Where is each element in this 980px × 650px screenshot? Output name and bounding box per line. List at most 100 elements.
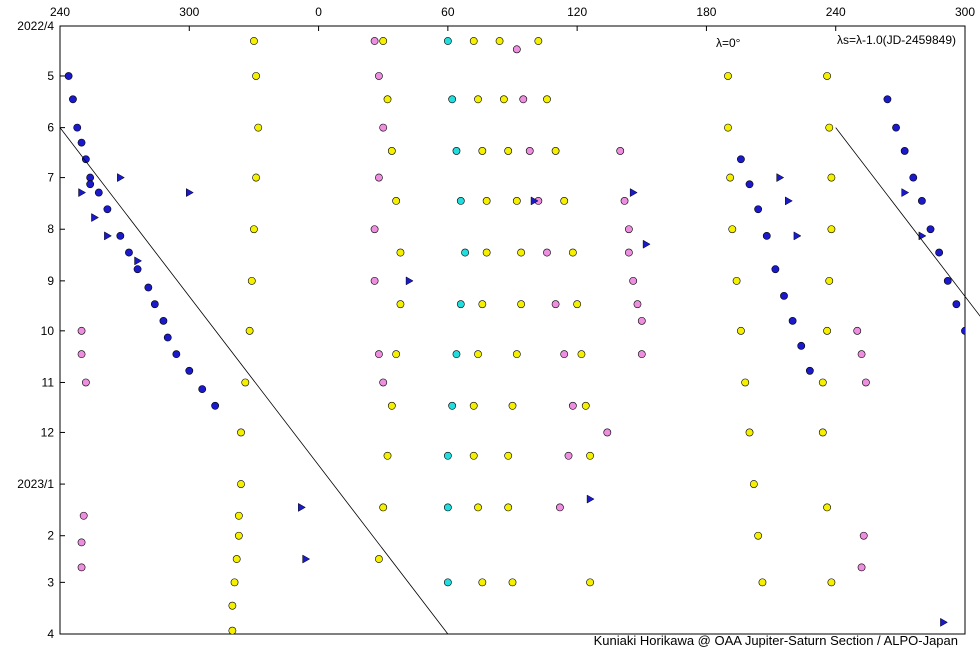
data-point-triangle <box>901 188 910 198</box>
data-point-triangle <box>940 617 948 627</box>
data-point <box>823 72 831 80</box>
data-point <box>474 95 482 104</box>
lambda0-line <box>59 127 449 635</box>
data-point-triangle <box>186 188 194 198</box>
data-point <box>396 248 405 257</box>
y-tick-label: 2023/1 <box>17 477 54 491</box>
data-point <box>745 180 754 189</box>
data-point <box>749 480 758 488</box>
x-tick-label: 240 <box>50 5 70 19</box>
x-tick-label: 300 <box>179 5 199 19</box>
data-point <box>543 95 551 104</box>
data-point <box>737 326 745 335</box>
data-point <box>581 401 590 410</box>
y-tick-label: 7 <box>47 171 54 185</box>
data-point <box>797 341 806 350</box>
data-point <box>512 197 521 205</box>
data-point <box>375 555 383 563</box>
data-point <box>185 366 194 375</box>
data-point <box>512 350 521 359</box>
data-point <box>133 265 142 274</box>
data-point <box>519 95 528 104</box>
y-axis-ticks: 2022/4 5 6 7 8 9 10 11 12 2023/1 2 3 4 <box>17 19 65 641</box>
data-point <box>456 300 465 309</box>
data-point <box>499 95 508 104</box>
data-point <box>560 350 569 359</box>
data-point <box>827 578 836 587</box>
data-point <box>551 300 560 309</box>
data-point-triangle <box>629 188 638 198</box>
data-point <box>586 451 594 460</box>
y-tick-label: 3 <box>47 575 54 589</box>
data-point <box>512 45 521 54</box>
data-point <box>116 231 125 240</box>
data-point <box>616 147 625 155</box>
data-point-triangle <box>586 494 595 504</box>
data-point <box>237 428 245 437</box>
x-tick-label: 0 <box>315 5 322 19</box>
data-point <box>758 578 767 587</box>
data-point <box>754 205 763 214</box>
data-point <box>234 531 243 540</box>
data-point <box>935 248 944 257</box>
data-point <box>508 401 517 410</box>
data-point <box>247 276 256 285</box>
data-point <box>228 626 237 634</box>
data-point <box>726 173 735 182</box>
data-point <box>952 300 961 309</box>
data-point <box>560 197 569 205</box>
data-point-triangle <box>405 276 414 286</box>
data-point <box>861 378 870 387</box>
data-point <box>818 428 827 437</box>
x-tick-label: 180 <box>696 5 716 19</box>
data-point <box>586 578 594 587</box>
data-point <box>150 300 159 309</box>
data-point <box>504 503 513 512</box>
data-point-triangle <box>530 196 539 206</box>
data-point <box>495 37 504 45</box>
data-point-triangle <box>302 554 311 564</box>
data-point <box>370 225 379 234</box>
data-point <box>883 95 892 104</box>
data-point <box>379 37 388 45</box>
x-tick-label: 300 <box>955 5 975 19</box>
data-point <box>198 385 207 394</box>
data-point <box>926 225 935 234</box>
data-point <box>163 333 172 342</box>
data-point <box>234 511 243 520</box>
data-point <box>564 451 573 460</box>
y-tick-label: 5 <box>47 69 54 83</box>
data-point <box>859 531 868 540</box>
data-point <box>482 248 491 257</box>
data-point <box>250 37 258 45</box>
data-point-triangle <box>971 627 978 635</box>
data-point <box>853 326 862 335</box>
data-point <box>508 578 517 587</box>
data-point <box>159 316 168 325</box>
data-point <box>77 326 86 335</box>
data-point <box>379 378 388 387</box>
data-point <box>252 173 260 182</box>
data-point <box>79 511 88 520</box>
data-point <box>254 123 263 132</box>
y-tick-label: 12 <box>41 425 55 439</box>
data-point <box>230 578 239 587</box>
data-point-triangle <box>78 188 87 198</box>
data-point <box>909 173 918 182</box>
data-point <box>375 72 383 80</box>
data-point <box>81 155 90 164</box>
data-point <box>568 401 577 410</box>
data-point <box>482 197 491 205</box>
data-point <box>637 316 646 325</box>
data-point <box>762 231 771 240</box>
data-point <box>474 350 482 359</box>
data-point <box>144 283 153 292</box>
data-point <box>525 147 534 155</box>
data-point <box>780 291 788 300</box>
data-point <box>211 401 220 410</box>
data-point <box>478 578 487 587</box>
data-point <box>633 300 642 309</box>
data-point <box>732 276 741 285</box>
data-points <box>64 37 978 635</box>
